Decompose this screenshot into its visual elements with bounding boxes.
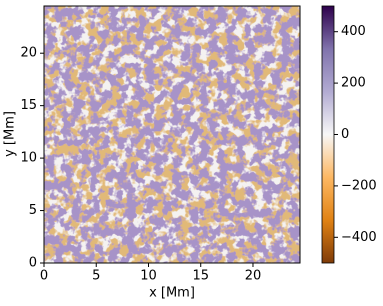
colorbar-tick-label: 0 (341, 127, 349, 142)
colorbar-tick-label: 400 (341, 24, 366, 39)
y-tick-label: 15 (20, 98, 37, 113)
y-tick-label: 10 (20, 151, 37, 166)
y-tick-label: 5 (29, 203, 37, 218)
x-tick-label: 5 (92, 269, 100, 284)
colorbar-tick-label: −200 (341, 178, 377, 193)
heatmap-texture (44, 6, 300, 263)
colorbar (321, 5, 335, 264)
x-tick-label: 0 (40, 269, 48, 284)
x-tick-label: 20 (245, 269, 262, 284)
colorbar-tick-label: 200 (341, 76, 366, 91)
x-axis-label: x [Mm] (149, 286, 195, 301)
y-tick-label: 0 (29, 256, 37, 271)
y-tick-label: 20 (20, 46, 37, 61)
y-axis-label: y [Mm] (3, 111, 18, 157)
plot-frame (43, 5, 301, 264)
colorbar-tick-label: −400 (341, 230, 377, 245)
x-tick-label: 10 (140, 269, 157, 284)
x-tick-label: 15 (192, 269, 209, 284)
